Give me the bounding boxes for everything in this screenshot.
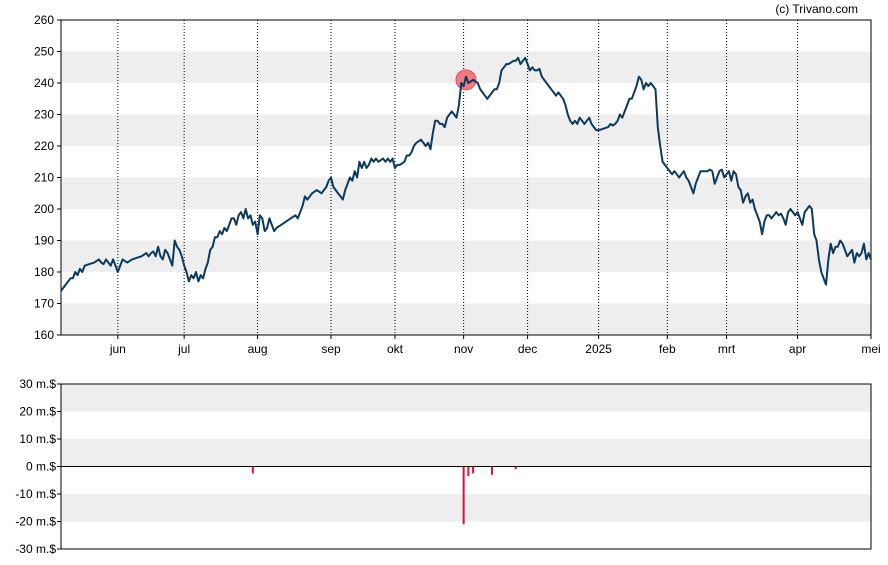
volume-band	[61, 494, 871, 522]
volume-chart: 30 m.$ 20 m.$ 10 m.$ 0 m.$ -10 m.$ -20 m.$ -30…	[15, 377, 872, 556]
price-y-tick-label: 240	[34, 76, 54, 90]
price-y-tick-label: 250	[34, 45, 54, 59]
volume-band	[61, 411, 871, 439]
price-band	[61, 272, 871, 304]
price-x-tick-label: feb	[659, 342, 676, 356]
price-x-tick-label: dec	[518, 342, 537, 356]
volume-y-tick-label: -20 m.$	[15, 515, 56, 529]
price-y-tick-label: 220	[34, 139, 54, 153]
volume-y-tick-label: 30 m.$	[19, 377, 56, 391]
price-x-tick-label: mrt	[718, 342, 736, 356]
price-band	[61, 177, 871, 209]
volume-bar	[472, 466, 475, 474]
price-x-tick-label: apr	[789, 342, 806, 356]
price-y-tick-label: 230	[34, 108, 54, 122]
price-y-tick-label: 200	[34, 202, 54, 216]
price-y-tick-label: 190	[34, 234, 54, 248]
volume-y-tick-label: -10 m.$	[15, 487, 56, 501]
volume-band	[61, 384, 871, 412]
volume-bar	[491, 466, 494, 475]
price-x-tick-label: aug	[248, 342, 268, 356]
price-x-tick-label: jun	[109, 342, 126, 356]
price-x-tick-label: okt	[387, 342, 404, 356]
volume-y-tick-label: 20 m.$	[19, 405, 56, 419]
price-y-tick-label: 170	[34, 297, 54, 311]
price-band	[61, 240, 871, 272]
volume-bar	[467, 466, 470, 477]
volume-bar	[462, 466, 465, 525]
price-series-line	[60, 56, 872, 292]
volume-y-tick-label: 10 m.$	[19, 432, 56, 446]
price-y-tick-label: 160	[34, 328, 54, 342]
price-band	[61, 114, 871, 146]
price-x-tick-label: sep	[321, 342, 341, 356]
price-band	[61, 20, 871, 52]
volume-band	[61, 521, 871, 549]
price-chart: 160 170 180 190 200 210 220 230 240 250 260 jun jul a…	[34, 13, 881, 356]
volume-y-tick-label: -30 m.$	[15, 542, 56, 556]
price-y-tick-label: 260	[34, 13, 54, 27]
price-band	[61, 303, 871, 335]
volume-band	[61, 466, 871, 494]
volume-bar	[514, 466, 517, 470]
price-x-tick-label: mei	[861, 342, 880, 356]
credit-label: (c) Trivano.com	[775, 2, 858, 16]
volume-y-tick-label: 0 m.$	[26, 460, 56, 474]
price-x-tick-label: nov	[454, 342, 473, 356]
price-y-tick-label: 180	[34, 265, 54, 279]
price-band	[61, 146, 871, 178]
price-y-tick-label: 210	[34, 171, 54, 185]
volume-bar	[251, 466, 254, 474]
volume-band	[61, 439, 871, 467]
price-x-tick-label: 2025	[585, 342, 612, 356]
price-x-tick-label: jul	[177, 342, 190, 356]
price-band	[61, 209, 871, 241]
